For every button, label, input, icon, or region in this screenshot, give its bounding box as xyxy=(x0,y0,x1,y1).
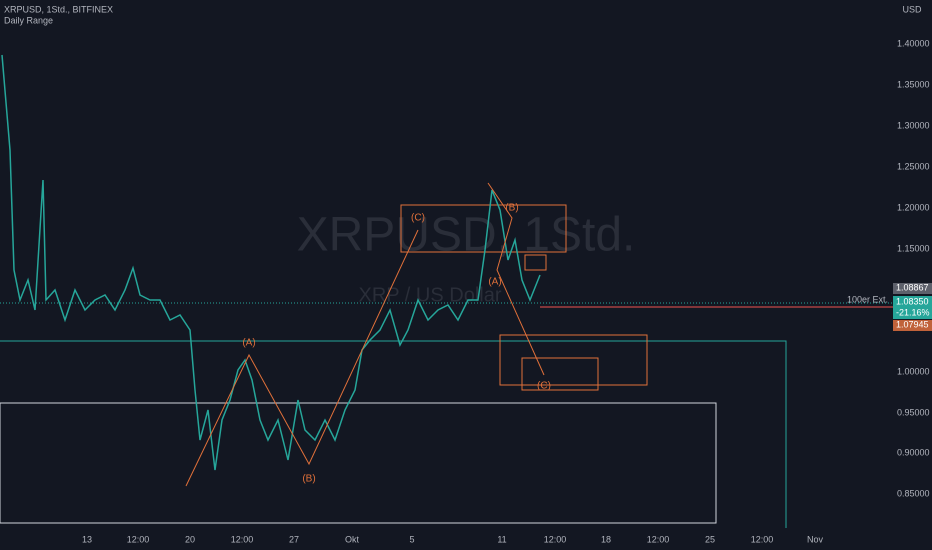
time-label: 12:00 xyxy=(231,534,254,544)
price-tag-text: -21.16% xyxy=(896,307,930,317)
wave-label: (A) xyxy=(488,277,501,288)
wave-label: (C) xyxy=(411,213,425,224)
range-box xyxy=(0,402,717,524)
price-label: 0.95000 xyxy=(897,407,930,417)
time-label: 25 xyxy=(705,534,715,544)
price-label: 0.85000 xyxy=(897,488,930,498)
price-axis[interactable] xyxy=(893,0,932,550)
wave-label: (C) xyxy=(537,381,551,392)
wave-label: (B) xyxy=(302,474,315,485)
price-label: 1.35000 xyxy=(897,79,930,89)
zone-box xyxy=(524,254,547,271)
wave-line xyxy=(487,182,545,376)
time-label: 12:00 xyxy=(647,534,670,544)
wave-label: (A) xyxy=(242,338,255,349)
watermark-name: XRP / US Dollar xyxy=(358,284,501,306)
time-label: Okt xyxy=(345,534,360,544)
time-label: 12:00 xyxy=(544,534,567,544)
price-label: 1.20000 xyxy=(897,202,930,212)
time-label: 18 xyxy=(601,534,611,544)
indicator-label: Daily Range xyxy=(4,15,53,25)
time-label: 27 xyxy=(289,534,299,544)
time-label: 11 xyxy=(497,534,506,544)
time-label: Nov xyxy=(807,534,824,544)
zone-box xyxy=(521,357,599,391)
price-tag xyxy=(893,320,932,331)
time-label: 5 xyxy=(409,534,414,544)
time-label: 20 xyxy=(185,534,195,544)
wave-label: (B) xyxy=(505,203,518,214)
price-label: 1.25000 xyxy=(897,161,930,171)
level-label: 100er Ext. xyxy=(847,294,888,304)
teal-level xyxy=(0,340,787,528)
chart-title: XRPUSD, 1Std., BITFINEX xyxy=(4,4,113,14)
zone-box xyxy=(499,334,648,386)
price-series xyxy=(1,54,541,471)
price-tag-text: 1.08867 xyxy=(896,282,929,292)
wave-line xyxy=(185,229,419,487)
price-label: 1.15000 xyxy=(897,243,930,253)
price-tag-text: 1.07945 xyxy=(896,319,929,329)
watermark-symbol: XRPUSD, 1Std. xyxy=(297,209,636,262)
time-label: 12:00 xyxy=(751,534,774,544)
time-label: 13 xyxy=(82,534,92,544)
currency-label: USD xyxy=(902,4,922,14)
price-label: 0.90000 xyxy=(897,447,930,457)
zone-box xyxy=(400,204,567,253)
price-label: 1.00000 xyxy=(897,366,930,376)
price-tag xyxy=(893,296,932,319)
price-tag-text: 1.08350 xyxy=(896,296,929,306)
price-label: 1.30000 xyxy=(897,120,930,130)
price-tag xyxy=(893,283,932,294)
price-label: 1.40000 xyxy=(897,38,930,48)
time-label: 12:00 xyxy=(127,534,150,544)
